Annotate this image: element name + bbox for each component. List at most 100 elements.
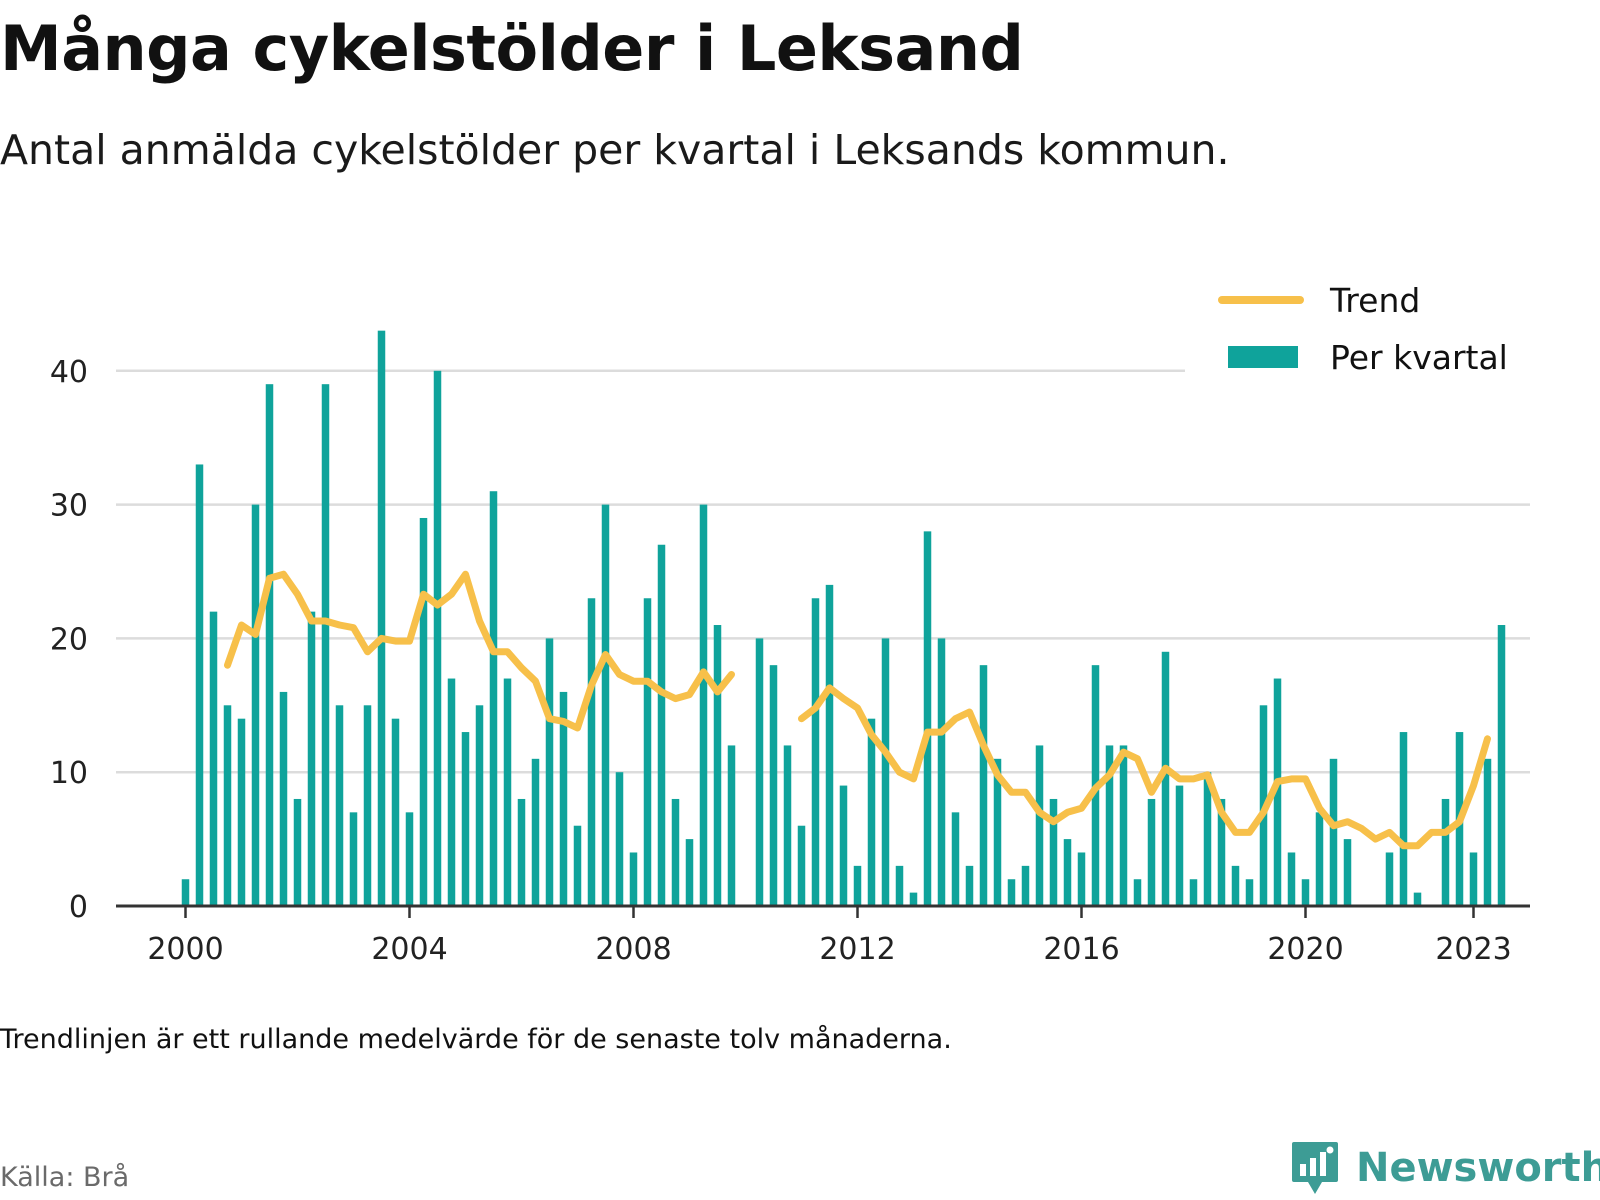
bar bbox=[363, 705, 372, 906]
bar bbox=[629, 852, 638, 906]
bar bbox=[671, 798, 680, 906]
bar bbox=[195, 464, 204, 906]
bar bbox=[853, 865, 862, 906]
bar bbox=[657, 544, 666, 906]
legend: Trend Per kvartal bbox=[1185, 262, 1540, 382]
bar bbox=[545, 638, 554, 906]
y-tick-label: 20 bbox=[50, 622, 88, 657]
bar bbox=[881, 638, 890, 906]
bar bbox=[1133, 879, 1142, 906]
y-tick-label: 40 bbox=[50, 355, 88, 390]
bar bbox=[1189, 879, 1198, 906]
trend-line bbox=[224, 570, 735, 732]
bar bbox=[237, 718, 246, 906]
bar bbox=[1161, 651, 1170, 906]
bar bbox=[475, 705, 484, 906]
bar bbox=[1007, 879, 1016, 906]
bar bbox=[1119, 745, 1128, 906]
y-tick-label: 30 bbox=[50, 489, 88, 524]
bar bbox=[951, 812, 960, 906]
bar bbox=[1105, 745, 1114, 906]
bar bbox=[503, 678, 512, 906]
bar bbox=[783, 745, 792, 906]
bar bbox=[1077, 852, 1086, 906]
bar bbox=[1287, 852, 1296, 906]
legend-label: Trend bbox=[1329, 281, 1420, 320]
bar bbox=[713, 625, 722, 906]
bar bbox=[1273, 678, 1282, 906]
x-axis: 2000 2004 2008 2012 2016 2020 2023 bbox=[116, 904, 1530, 967]
bar bbox=[769, 665, 778, 906]
x-tick-label: 2016 bbox=[1043, 932, 1119, 967]
bar bbox=[377, 330, 386, 906]
x-tick-label: 2000 bbox=[147, 932, 223, 967]
bar bbox=[755, 638, 764, 906]
chart-area: 2000 2004 2008 2012 2016 2020 2023 0 10 20 30 40 T… bbox=[49, 262, 1540, 967]
y-tick-label: 0 bbox=[69, 890, 88, 925]
newsworthy-logo-icon bbox=[1292, 1142, 1338, 1194]
bar bbox=[1469, 852, 1478, 906]
bar bbox=[727, 745, 736, 906]
y-axis-labels: 0 10 20 30 40 bbox=[50, 355, 88, 925]
bar bbox=[251, 504, 260, 906]
x-tick-label: 2020 bbox=[1267, 932, 1343, 967]
x-tick-label: 2004 bbox=[371, 932, 447, 967]
chart-subtitle: Antal anmälda cykelstölder per kvartal i… bbox=[0, 126, 1230, 174]
bar bbox=[349, 812, 358, 906]
bar bbox=[993, 758, 1002, 906]
bar bbox=[1497, 625, 1506, 906]
bar bbox=[965, 865, 974, 906]
bar bbox=[825, 584, 834, 906]
bar bbox=[615, 772, 624, 906]
bar bbox=[1385, 852, 1394, 906]
bar bbox=[1413, 892, 1422, 906]
bar bbox=[307, 611, 316, 906]
bars-per-kvartal bbox=[181, 330, 1506, 906]
bar bbox=[181, 879, 190, 906]
bar bbox=[1399, 732, 1408, 906]
bar bbox=[1203, 772, 1212, 906]
y-tick-label: 10 bbox=[50, 756, 88, 791]
trend-line bbox=[798, 684, 1491, 850]
bar bbox=[517, 798, 526, 906]
bar bbox=[489, 491, 498, 906]
bar bbox=[1035, 745, 1044, 906]
bar bbox=[1329, 758, 1338, 906]
bar bbox=[1147, 798, 1156, 906]
bar bbox=[335, 705, 344, 906]
bar bbox=[937, 638, 946, 906]
bar bbox=[573, 825, 582, 906]
bar bbox=[433, 370, 442, 906]
bar bbox=[839, 785, 848, 906]
bar bbox=[699, 504, 708, 906]
bar bbox=[601, 504, 610, 906]
bar bbox=[265, 384, 274, 906]
bar bbox=[587, 598, 596, 906]
brand-logo: Newsworthy bbox=[1290, 1140, 1600, 1196]
bar bbox=[643, 598, 652, 906]
bar bbox=[909, 892, 918, 906]
bar bbox=[209, 611, 218, 906]
bar bbox=[223, 705, 232, 906]
bar bbox=[321, 384, 330, 906]
brand-name: Newsworthy bbox=[1356, 1145, 1600, 1191]
bar bbox=[1441, 798, 1450, 906]
x-tick-label: 2012 bbox=[819, 932, 895, 967]
trend-line-group bbox=[224, 570, 1491, 850]
legend-bar-swatch bbox=[1228, 346, 1298, 368]
x-tick-label: 2023 bbox=[1435, 932, 1511, 967]
bar bbox=[979, 665, 988, 906]
bar bbox=[1245, 879, 1254, 906]
bar bbox=[923, 531, 932, 906]
bar bbox=[447, 678, 456, 906]
legend-label: Per kvartal bbox=[1330, 338, 1508, 377]
bar bbox=[279, 691, 288, 906]
bar bbox=[1301, 879, 1310, 906]
source-label: Källa: Brå bbox=[0, 1162, 130, 1193]
bar bbox=[461, 732, 470, 906]
bar bbox=[405, 812, 414, 906]
bar bbox=[1021, 865, 1030, 906]
bar bbox=[1063, 839, 1072, 906]
bar bbox=[1315, 812, 1324, 906]
bar bbox=[419, 517, 428, 906]
